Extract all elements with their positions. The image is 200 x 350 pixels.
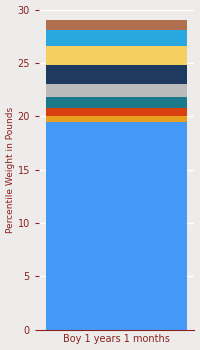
Bar xyxy=(46,121,187,330)
Bar xyxy=(46,65,187,84)
Bar xyxy=(46,84,187,97)
Bar xyxy=(46,46,187,65)
Bar xyxy=(46,20,187,30)
Bar xyxy=(46,108,187,116)
Bar xyxy=(46,30,187,46)
Bar xyxy=(46,97,187,108)
Y-axis label: Percentile Weight in Pounds: Percentile Weight in Pounds xyxy=(6,106,15,233)
Bar xyxy=(46,116,187,121)
